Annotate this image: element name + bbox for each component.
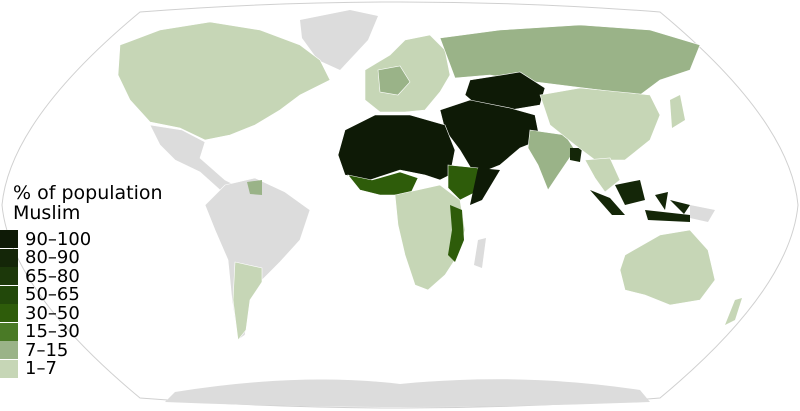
region-china (539, 87, 661, 161)
legend-label: 7–15 (25, 339, 69, 361)
legend-swatch (0, 248, 18, 267)
legend-title-line2: Muslim (13, 202, 81, 224)
legend-item: 30–50 (0, 302, 80, 324)
region-middle-east (439, 99, 541, 176)
region-madagascar (474, 238, 486, 268)
region-horn-of-africa (470, 168, 500, 205)
region-antarctica (165, 379, 650, 407)
legend-item: 1–7 (0, 358, 57, 379)
legend-item: 65–80 (0, 265, 80, 287)
region-central-southern-africa (394, 184, 466, 291)
region-north-america (117, 21, 331, 141)
legend-swatch (0, 285, 18, 304)
legend-label: 50–65 (25, 284, 80, 305)
legend-label: 15–30 (25, 321, 80, 342)
region-greenland (300, 10, 378, 70)
legend-label: 80–90 (25, 247, 80, 268)
region-southeast-asia (584, 157, 621, 193)
region-indonesia-malaysia (590, 180, 690, 222)
legend-label: 1–7 (25, 358, 57, 379)
legend-item: 50–65 (0, 284, 80, 305)
region-north-africa-sahel (337, 114, 456, 181)
region-argentina (232, 261, 263, 341)
region-east-africa-coast (448, 205, 464, 262)
legend-swatch (0, 322, 18, 341)
region-bangladesh (570, 148, 582, 162)
region-ethiopia (447, 164, 481, 201)
legend-swatch (0, 230, 18, 248)
region-guyana-suriname (247, 180, 262, 195)
region-west-africa (347, 171, 419, 196)
legend-swatch (0, 359, 18, 378)
legend-label: 90–100 (25, 228, 92, 250)
legend-swatch (0, 267, 18, 285)
region-western-europe (377, 65, 411, 96)
region-japan (670, 95, 685, 128)
legend-label: 65–80 (25, 265, 80, 287)
region-australia (619, 229, 716, 306)
region-central-asia (464, 71, 546, 111)
legend-label: 30–50 (25, 302, 80, 324)
legend-item: 7–15 (0, 339, 69, 361)
legend-swatch (0, 304, 18, 322)
legend-item: 80–90 (0, 247, 80, 268)
legend-swatch (0, 341, 18, 359)
region-papua (690, 205, 715, 222)
region-new-zealand (725, 298, 742, 325)
legend-item: 90–100 (0, 228, 92, 250)
legend-item: 15–30 (0, 321, 80, 342)
legend-title-line1: % of population (13, 182, 163, 204)
